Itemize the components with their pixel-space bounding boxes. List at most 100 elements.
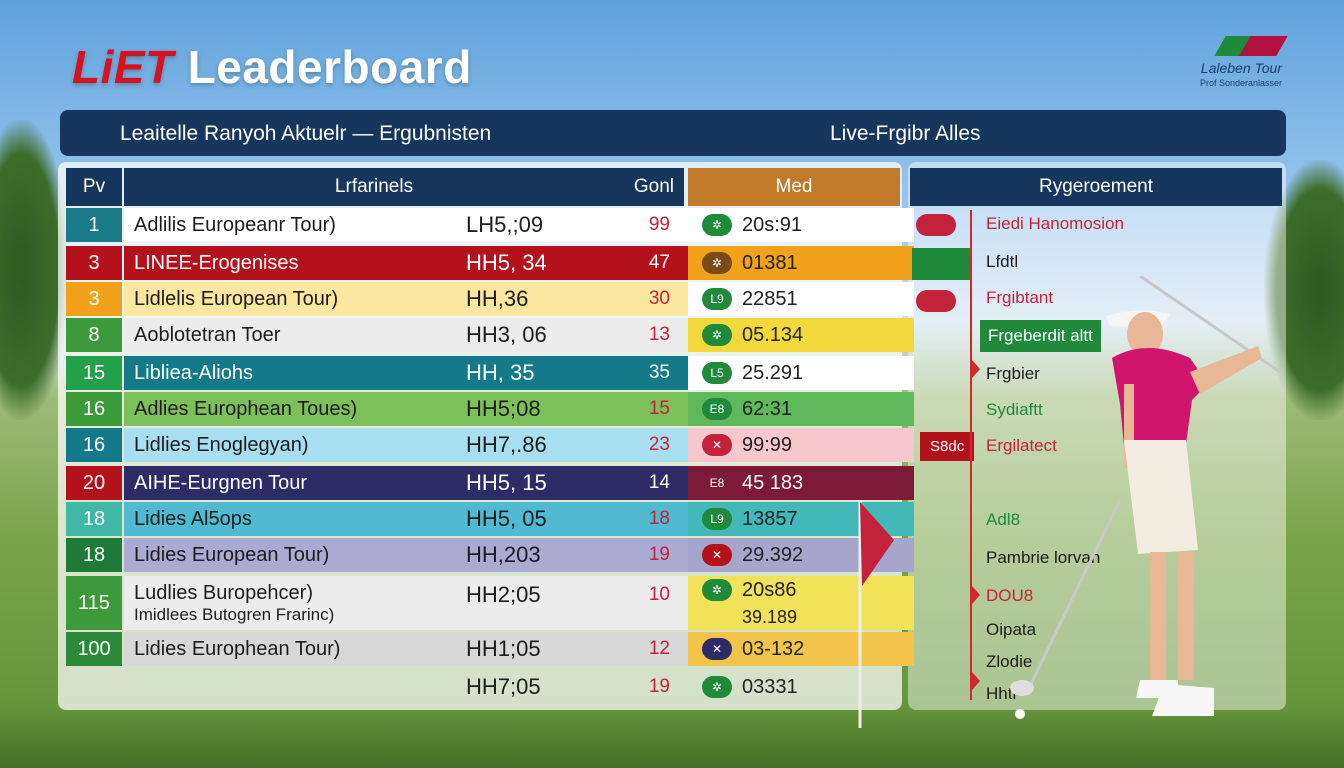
table-row: 100 Lidies Europhean Tour) HH1;05 12 ✕ 03… — [66, 632, 914, 666]
player-name: Libliea-Aliohs — [134, 361, 253, 384]
brand-stripe-icon — [1214, 36, 1288, 56]
status-chip-icon: E8 — [702, 472, 732, 494]
rank-cell: 100 — [66, 632, 122, 666]
title-text: Leaderboard — [187, 41, 472, 93]
med-cell: E8 62:31 — [688, 392, 914, 426]
player-name-2: Imidlees Butogren Frarinc) — [134, 604, 335, 624]
status-chip-icon: E8 — [702, 398, 732, 420]
right-item: Frgibtant — [986, 288, 1054, 307]
status-chip-icon: L5 — [702, 362, 732, 384]
med-value: 05.134 — [742, 323, 804, 346]
rank-cell: 18 — [66, 502, 122, 536]
table-row: 15 Libliea-Aliohs HH, 35 35 L5 25.291 — [66, 356, 914, 390]
right-item: Zlodie — [986, 652, 1033, 671]
player-name: AIHE-Eurgnen Tour — [134, 471, 308, 494]
rank-value: 16 — [82, 433, 106, 456]
status-chip-icon: L9 — [702, 288, 732, 310]
ground-shadow — [0, 708, 1344, 768]
header-name-label: Lrfarinels — [334, 176, 414, 197]
header-right: Rygeroement — [910, 168, 1282, 206]
rank-value: 20 — [82, 471, 106, 494]
table-row: 18 Lidies European Tour) HH,203 19 ✕ 29.3… — [66, 538, 914, 572]
player-cell: Aoblotetran Toer — [124, 318, 696, 352]
alert-icon — [916, 214, 956, 236]
let-logo: LiET — [72, 41, 174, 93]
right-item: Ergilatect — [986, 436, 1057, 455]
green-marker-icon — [912, 248, 970, 280]
gross-score: 35 — [648, 362, 670, 383]
gross-score: 99 — [648, 214, 670, 235]
table-row: 3 LINEE-Erogenises HH5, 34 47 ✲ 01381 — [66, 246, 914, 280]
rank-value: 100 — [77, 637, 111, 660]
rank-cell: 20 — [66, 466, 122, 500]
score-code: HH3, 06 — [466, 322, 547, 347]
gross-score: 19 — [648, 676, 670, 697]
player-name: Adlilis Europeanr Tour) — [134, 213, 336, 236]
rank-cell: 16 — [66, 392, 122, 426]
rank-cell: 8 — [66, 318, 122, 352]
gross-score: 10 — [648, 584, 670, 605]
status-chip-icon: ✲ — [702, 324, 732, 346]
player-name: Lidlies Enoglegyan) — [134, 433, 309, 456]
score-code: HH7;05 — [466, 674, 541, 699]
gross-score: 13 — [648, 324, 670, 345]
header-gross: Gonl — [633, 176, 674, 197]
score-code: HH5;08 — [466, 396, 541, 421]
banner-left-text: Leaitelle Ranyoh Aktuelr — Ergubnisten — [120, 122, 492, 145]
score-code: HH7,.86 — [466, 432, 547, 457]
med-cell: E8 45 183 — [688, 466, 914, 500]
rank-value: 3 — [88, 287, 100, 310]
right-item: Adl8 — [986, 510, 1021, 529]
rank-cell: 3 — [66, 282, 122, 316]
alert-icon — [916, 290, 956, 312]
golfer-figure — [1010, 276, 1281, 719]
timeline-marker-icon — [972, 586, 980, 604]
med-value: 62:31 — [742, 397, 793, 420]
score-code: LH5,;09 — [466, 212, 544, 237]
tour-brand: Laleben Tour Prof Sonderanlasser — [1182, 36, 1288, 92]
player-name: Aoblotetran Toer — [134, 323, 281, 346]
med-value: 45 183 — [742, 471, 804, 494]
table-row: 115 Ludlies Buropehcer) Imidlees Butogre… — [66, 576, 914, 630]
med-cell: ✲ 20s:91 — [688, 208, 914, 242]
med-value: 13857 — [742, 507, 798, 530]
score-code: HH5, 34 — [466, 250, 547, 275]
score-code: HH1;05 — [466, 636, 541, 661]
status-chip-icon: ✲ — [702, 252, 732, 274]
brand-sub: Prof Sonderanlasser — [1199, 78, 1282, 88]
rank-cell: 1 — [66, 208, 122, 242]
status-chip-icon: ✲ — [702, 579, 732, 601]
player-cell: Adlilis Europeanr Tour) — [124, 208, 696, 242]
rank-value: 3 — [88, 251, 100, 274]
med-cell: L9 13857 — [688, 502, 914, 536]
gross-score: 47 — [648, 252, 670, 273]
med-cell: L9 22851 — [688, 282, 914, 316]
rank-value: 18 — [82, 507, 106, 530]
score-code: HH,36 — [466, 286, 529, 311]
score-code: HH5, 05 — [466, 506, 547, 531]
table-row: 16 Lidlies Enoglegyan) HH7,.86 23 ✕ 99:99 — [66, 428, 914, 462]
gross-score: 15 — [648, 398, 670, 419]
rank-value: 16 — [82, 397, 106, 420]
timeline-marker-icon — [972, 360, 980, 378]
med-cell: L5 25.291 — [688, 356, 914, 390]
player-name: Lidies European Tour) — [134, 543, 330, 566]
right-item: Oipata — [986, 620, 1037, 639]
med-cell: ✲ 05.134 — [688, 318, 914, 352]
status-chip-icon: ✕ — [702, 638, 732, 660]
med-value: 03331 — [742, 675, 798, 698]
med-value: 29.392 — [742, 543, 804, 566]
player-name: Ludlies Buropehcer) — [134, 581, 313, 604]
header-med: Med — [688, 168, 900, 206]
med-value: 99:99 — [742, 433, 793, 456]
table-row: 20 AIHE-Eurgnen Tour HH5, 15 14 E8 45 183 — [66, 466, 914, 500]
med-cell: ✲ 03331 — [688, 670, 914, 704]
rank-value: 8 — [88, 323, 100, 346]
med-value: 25.291 — [742, 361, 804, 384]
med-value-2: 39.189 — [742, 606, 798, 627]
score-code: HH2;05 — [466, 582, 541, 607]
right-item: Lfdtl — [986, 252, 1019, 271]
rank-cell: 16 — [66, 428, 122, 462]
gross-score: 12 — [648, 638, 670, 659]
brand-name: Laleben Tour — [1200, 60, 1282, 76]
